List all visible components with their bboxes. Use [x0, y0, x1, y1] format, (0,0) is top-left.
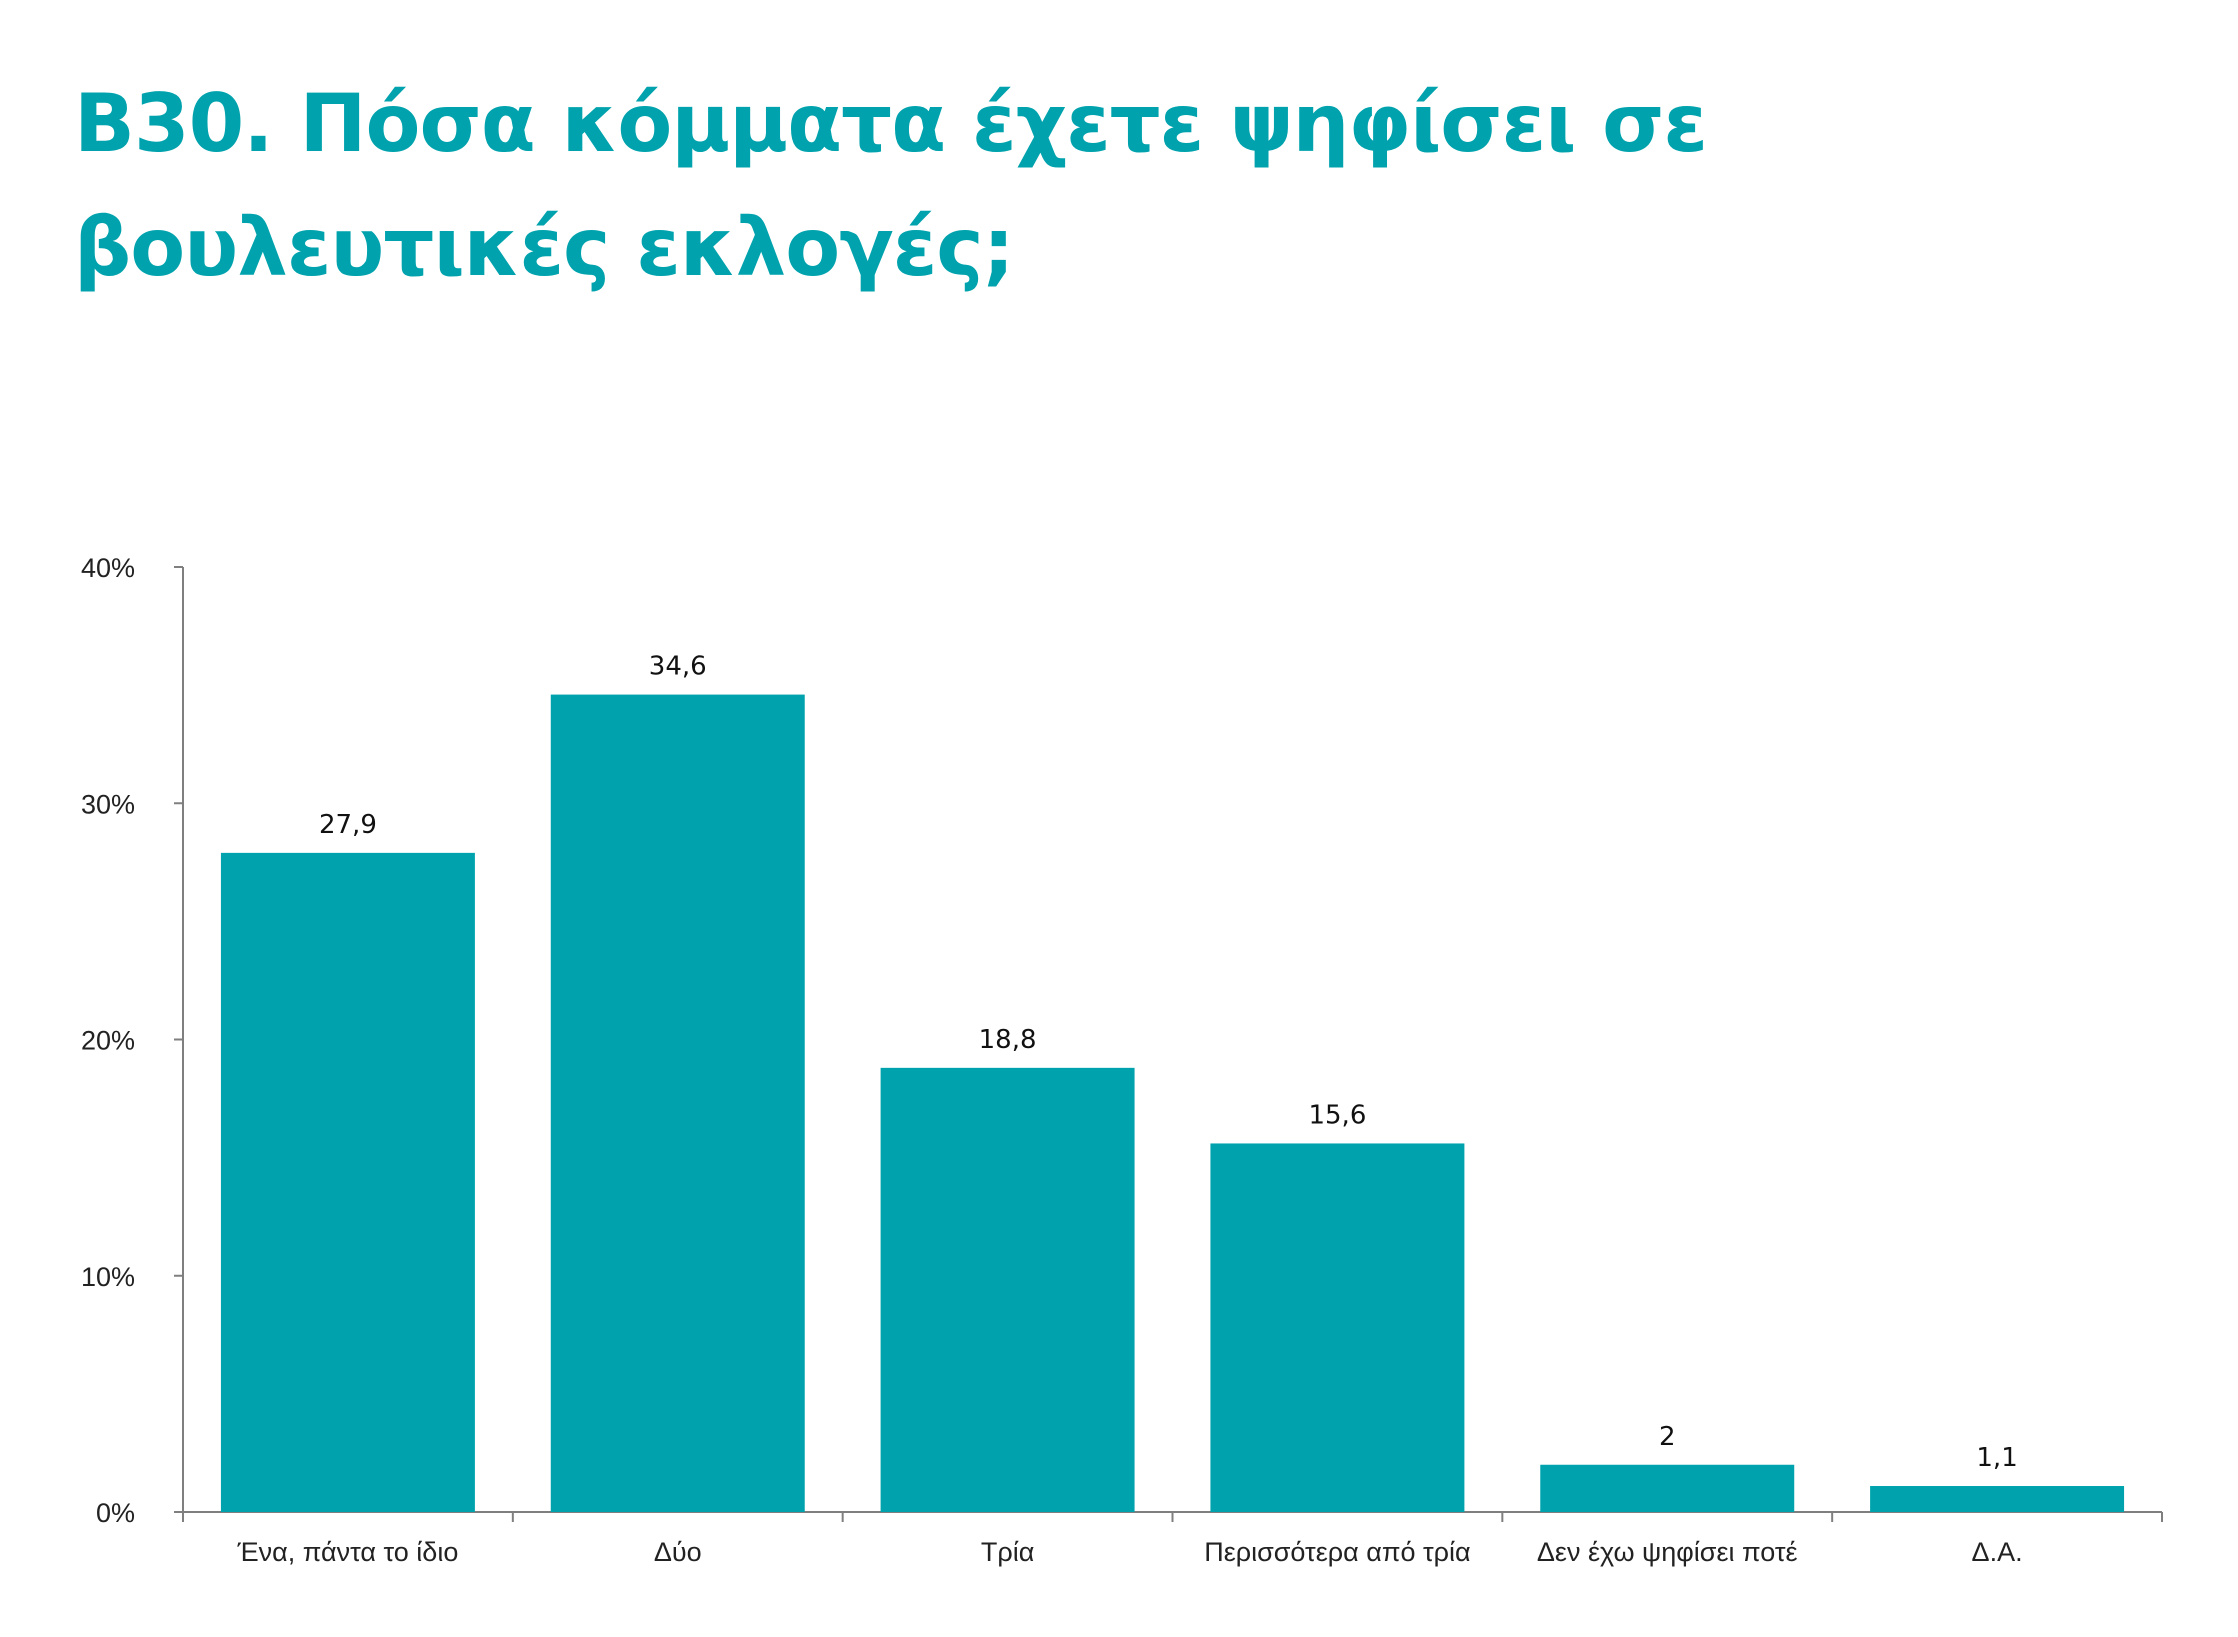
bar [1870, 1486, 2125, 1512]
x-axis [182, 1511, 2163, 1522]
category-label: Δ.Α. [1972, 1537, 2023, 1567]
y-tick-label: 10% [81, 1262, 135, 1292]
bar-value-label: 18,8 [979, 1025, 1037, 1055]
y-tick-label: 0% [96, 1498, 135, 1528]
bar [220, 852, 475, 1512]
category-label: Τρία [981, 1537, 1034, 1567]
bar [1210, 1143, 1465, 1512]
category-label: Ένα, πάντα το ίδιο [236, 1537, 458, 1567]
chart-title: B30. Πόσα κόμματα έχετε ψηφίσει σε βουλε… [74, 77, 1708, 294]
y-axis: 0% 10% 20% 30% 40% [81, 553, 184, 1528]
value-labels: 27,9 34,6 18,8 15,6 2 1,1 [319, 652, 2018, 1473]
bar-value-label: 27,9 [319, 810, 377, 840]
category-labels: Ένα, πάντα το ίδιο Δύο Τρία Περισσότερα από… [236, 1537, 2022, 1567]
category-label: Περισσότερα από τρία [1204, 1537, 1470, 1567]
bar [550, 694, 805, 1512]
bar-value-label: 1,1 [1976, 1443, 2017, 1473]
bar [1540, 1464, 1795, 1512]
bar-value-label: 2 [1659, 1422, 1676, 1452]
category-label: Δύο [654, 1537, 702, 1567]
bar [880, 1067, 1135, 1512]
bar-value-label: 15,6 [1308, 1100, 1366, 1130]
bars [220, 694, 2125, 1512]
category-label: Δεν έχω ψηφίσει ποτέ [1537, 1537, 1798, 1567]
y-tick-label: 20% [81, 1026, 135, 1056]
bar-value-label: 34,6 [649, 652, 707, 682]
y-tick-label: 30% [81, 789, 135, 819]
y-tick-label: 40% [81, 553, 135, 583]
